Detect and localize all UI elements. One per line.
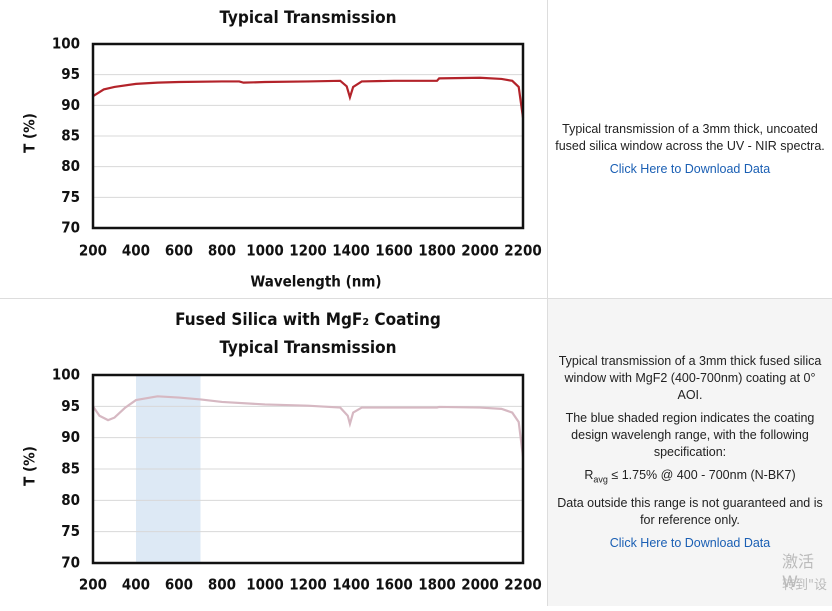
- download-link[interactable]: Click Here to Download Data: [609, 161, 771, 176]
- y-tick-label: 90: [61, 428, 80, 446]
- chart-title: Typical Transmission: [220, 338, 397, 358]
- description: Typical transmission of a 3mm thick, unc…: [548, 0, 832, 298]
- paragraph: Data outside this range is not guarantee…: [557, 495, 823, 527]
- y-tick-label: 85: [61, 127, 80, 145]
- y-tick-label: 80: [61, 491, 80, 509]
- spec: Ravg ≤ 1.75% @ 400 - 700nm (N-BK7): [584, 467, 795, 489]
- spec-text: ≤ 1.75% @ 400 - 700nm (N-BK7): [607, 468, 796, 483]
- chart-title: Typical Transmission: [220, 8, 397, 28]
- x-tick-label: 400: [122, 576, 150, 594]
- series-line: [92, 76, 525, 118]
- x-tick-label: 600: [165, 242, 193, 260]
- y-tick-label: 90: [61, 96, 80, 114]
- x-tick-label: 200: [79, 576, 107, 594]
- x-tick-label: 1800: [418, 242, 456, 260]
- x-tick-label: 1800: [418, 576, 456, 594]
- watermark: 激活 W: [782, 552, 815, 591]
- x-axis-label: Wavelength (nm): [250, 273, 381, 291]
- download-link[interactable]: Click Here to Download Data: [609, 535, 771, 550]
- x-tick-label: 1200: [289, 242, 327, 260]
- x-tick-label: 1600: [375, 576, 413, 594]
- chart: Fused Silica with MgF₂ Coating Typical Tr…: [21, 310, 542, 594]
- description: Typical transmission of a 3mm thick fuse…: [548, 299, 832, 606]
- y-tick-label: 100: [52, 35, 80, 53]
- y-tick-label: 85: [61, 460, 80, 478]
- x-tick-label: 2000: [461, 576, 499, 594]
- x-tick-label: 800: [208, 242, 236, 260]
- x-tick-label: 1000: [246, 242, 284, 260]
- x-tick-label: 800: [208, 576, 236, 594]
- x-tick-label: 2000: [461, 242, 499, 260]
- x-tick-label: 400: [122, 242, 150, 260]
- y-tick-label: 95: [61, 65, 80, 83]
- plot-frame: [91, 373, 525, 565]
- x-tick-label: 2200: [504, 242, 542, 260]
- spec-symbol: R: [584, 468, 594, 483]
- y-tick-label: 75: [61, 522, 80, 540]
- y-tick-label: 75: [61, 188, 80, 206]
- series-line: [92, 395, 525, 457]
- row: Typical Transmission 70 75 80 85 90 95 100 200 40…: [0, 0, 832, 299]
- y-tick-label: 95: [61, 397, 80, 415]
- y-tick-label: 100: [52, 366, 80, 384]
- row: Fused Silica with MgF₂ Coating Typical Tr…: [0, 299, 832, 606]
- plot-frame: [91, 42, 525, 230]
- y-axis-label: T (%): [21, 446, 39, 486]
- x-tick-label: 1200: [289, 576, 327, 594]
- x-tick-label: 1400: [332, 576, 370, 594]
- x-tick-label: 1400: [332, 242, 370, 260]
- chart-title: Fused Silica with MgF₂ Coating: [175, 310, 441, 330]
- y-axis-label: T (%): [21, 113, 39, 153]
- y-tick-label: 70: [61, 554, 80, 572]
- paragraph: The blue shaded region indicates the coa…: [565, 411, 815, 460]
- y-tick-label: 70: [61, 219, 80, 237]
- x-tick-label: 1600: [375, 242, 413, 260]
- x-tick-label: 200: [79, 242, 107, 260]
- chart-cell: Typical Transmission 70 75 80 85 90 95 100 200 40…: [0, 0, 548, 298]
- paragraph: Typical transmission of a 3mm thick fuse…: [558, 354, 822, 403]
- x-tick-label: 600: [165, 576, 193, 594]
- x-tick-label: 2200: [504, 576, 542, 594]
- paragraph: Typical transmission of a 3mm thick, unc…: [555, 121, 825, 153]
- chart-cell: Fused Silica with MgF₂ Coating Typical Tr…: [0, 299, 548, 606]
- spec-subscript: avg: [593, 474, 608, 485]
- x-tick-label: 1000: [246, 576, 284, 594]
- chart: Typical Transmission 70 75 80 85 90 95 100 200 40…: [21, 8, 542, 291]
- watermark: 转到"设: [782, 578, 827, 593]
- y-tick-label: 80: [61, 157, 80, 175]
